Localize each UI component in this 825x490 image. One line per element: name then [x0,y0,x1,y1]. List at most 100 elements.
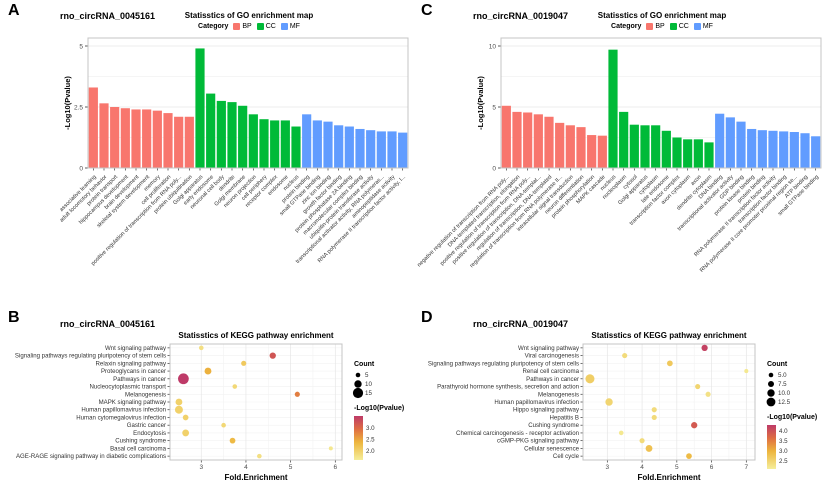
legend-item-cc: CC [669,23,689,30]
count-legend-label: 5 [365,372,369,379]
kegg-dot [328,446,333,451]
pathway-label: Signaling pathways regulating pluripoten… [428,360,579,367]
count-legend-label: 5.0 [778,372,787,379]
sample-title-a: rno_circRNA_0045161 [60,11,156,21]
go-bar [672,137,682,168]
kegg-dot [241,360,247,366]
panel-letter-a: A [8,2,21,19]
go-bar [640,125,650,168]
pathway-label: AGE-RAGE signaling pathway in diabetic c… [16,453,166,460]
pathway-label: Cushing syndrome [115,438,166,445]
kegg-dot [605,398,613,406]
panel-letter-b: B [8,309,21,326]
pvalue-legend-title: -Log10(Pvalue) [767,414,817,421]
go-bar [259,119,269,168]
count-legend-label: 12.5 [778,399,791,406]
pathway-label: Parathyroid hormone synthesis, secretion… [437,384,579,391]
count-legend-label: 10 [365,381,372,388]
go-bar [501,105,511,168]
pathway-label: Endocytosis [133,430,166,437]
pathway-label: Human cytomegalovirus infection [76,414,166,421]
x-tick-label: 6 [710,464,714,471]
go-bar [291,126,301,168]
kegg-dot [701,344,708,352]
pathway-label: Proteoglycans in cancer [101,368,166,375]
go-bar [387,131,397,168]
go-bar [302,114,312,168]
kegg-dot [651,414,657,421]
pathway-label: Hepatitis B [550,414,579,421]
kegg-dot [691,422,698,429]
count-legend-title: Count [767,361,788,368]
panel-d: D rno_circRNA_0019047 Statisstics of KEG… [413,303,825,490]
pathway-label: Melanogenesis [538,391,579,398]
count-legend-label: 15 [365,390,372,397]
pvalue-legend-label: 2.5 [779,458,788,465]
go-bar [587,135,597,168]
go-bar [725,117,735,168]
y-axis-title: -Log10(Pvalue) [63,76,72,130]
go-chart-svg-A: 02.55-Log10(Pvalue)associative learninga… [59,37,409,267]
pathway-label: Human papillomavirus infection [494,399,579,406]
go-bar [344,126,354,168]
go-bar [174,116,184,168]
panel-b: B rno_circRNA_0045161 Statisstics of KEG… [0,303,412,490]
pathway-label: Pathways in cancer [113,376,166,383]
go-bar [355,128,365,168]
y-tick-label: 2.5 [74,104,83,111]
go-bar [683,139,693,168]
go-bar [163,113,173,168]
count-legend-label: 10.0 [778,390,791,397]
x-tick-label: 4 [640,464,644,471]
go-bar [533,114,543,168]
category-legend-c: Category BP CC MF [501,23,823,30]
kegg-dot [705,391,711,397]
go-bar [619,111,629,168]
go-bar [651,125,661,168]
count-legend-label: 7.5 [778,381,787,388]
chart-title-a: Statisstics of GO enrichment map [184,11,314,20]
pvalue-legend-label: 3.5 [779,438,788,445]
pathway-label: Relaxin signaling pathway [96,360,167,367]
x-tick-label: 5 [675,464,679,471]
y-tick-label: 0 [79,165,83,172]
x-axis-title: Fold.Enrichment [637,473,700,482]
chart-title-c: Statisstics of GO enrichment map [597,11,727,20]
legend-title: Category [198,23,229,30]
x-tick-label: DNA-templated transcription, elongation [447,174,521,248]
kegg-dot [182,429,190,437]
pathway-label: Human papillomavirus infection [81,407,166,414]
bp-swatch [233,23,241,30]
go-bar [120,108,130,168]
pathway-label: Wnt signaling pathway [518,345,580,352]
count-legend-dot [766,397,776,407]
y-tick-label: 0 [492,165,496,172]
kegg-dot [175,398,183,406]
kegg-dot [686,453,692,459]
go-bar [789,132,799,168]
pathway-label: Pathways in cancer [526,376,579,383]
count-legend-dot [354,380,362,388]
y-axis-title: -Log10(Pvalue) [476,76,485,130]
go-bar [523,112,533,168]
kegg-dot [198,345,204,351]
y-tick-label: 10 [489,43,497,50]
kegg-dot [221,422,226,428]
go-bar [366,130,376,168]
pathway-label: Signaling pathways regulating pluripoten… [15,353,166,360]
kegg-dot [744,369,749,374]
legend-title: Category [611,23,642,30]
legend-item-cc: CC [256,23,276,30]
kegg-chart-svg-B: Statisstics of KEGG pathway enrichment 3 4… [15,331,404,482]
go-bar [376,131,386,168]
count-legend-dot [768,372,774,378]
category-legend-a: Category BP CC MF [88,23,410,30]
go-bar [398,132,408,168]
go-bar [608,49,618,168]
go-bar [555,122,565,168]
count-legend-dot [768,381,774,387]
go-bar [715,113,725,168]
kegg-dot [257,453,262,459]
